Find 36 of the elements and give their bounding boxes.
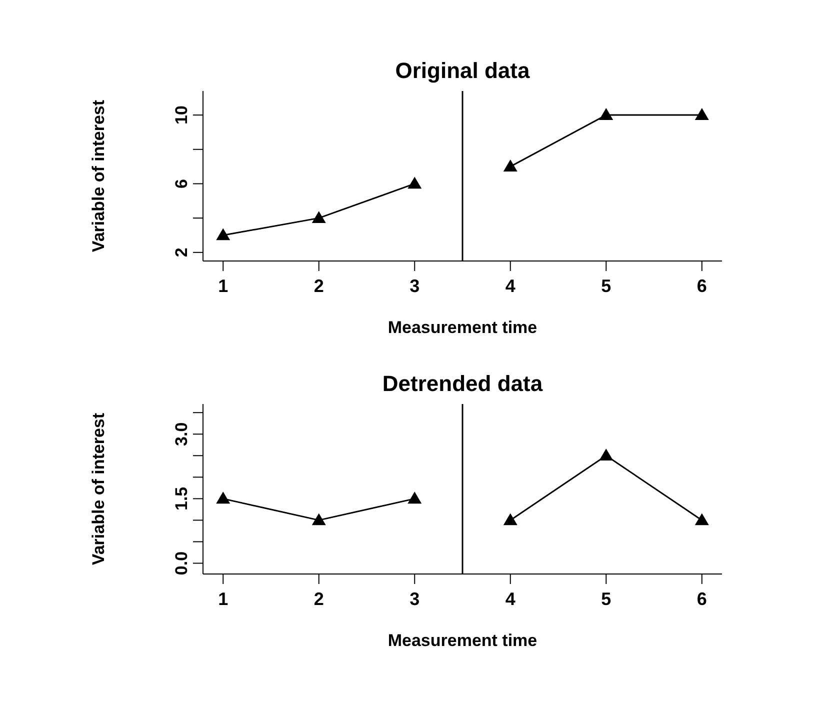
point [694,108,709,120]
x-tick-label: 2 [314,588,324,609]
point [312,513,326,526]
y-tick-label: 0.0 [172,551,191,576]
chart-title: Detrended data [381,371,544,397]
y-axis-title: Variable of interest [89,412,108,566]
x-tick-label: 3 [410,276,420,296]
point [503,160,518,172]
x-tick-label: 4 [505,588,516,609]
y-axis-title: Variable of interest [89,100,108,252]
y-tick-label: 1.5 [172,486,191,511]
point [694,513,709,526]
chart-title: Original data [394,58,531,84]
point [408,492,422,504]
point [408,176,422,189]
point [216,228,230,240]
x-tick-label: 5 [601,276,612,296]
x-tick-label: 5 [601,588,612,609]
point [216,492,230,504]
y-tick-label: 3.0 [172,422,191,446]
x-tick-label: 1 [218,276,228,296]
point [503,513,518,526]
y-tick-label: 6 [172,178,191,188]
point [599,448,614,461]
x-tick-label: 1 [218,588,228,609]
x-axis-title: Measurement time [388,631,538,650]
y-tick-label: 10 [172,106,191,124]
x-tick-label: 3 [410,588,420,609]
x-tick-label: 6 [696,276,707,296]
point [312,211,326,223]
point [599,108,614,120]
x-tick-label: 2 [314,276,324,296]
x-tick-label: 6 [696,588,707,609]
y-tick-label: 2 [172,248,191,258]
x-axis-title: Measurement time [388,318,538,337]
x-tick-label: 4 [505,276,516,296]
